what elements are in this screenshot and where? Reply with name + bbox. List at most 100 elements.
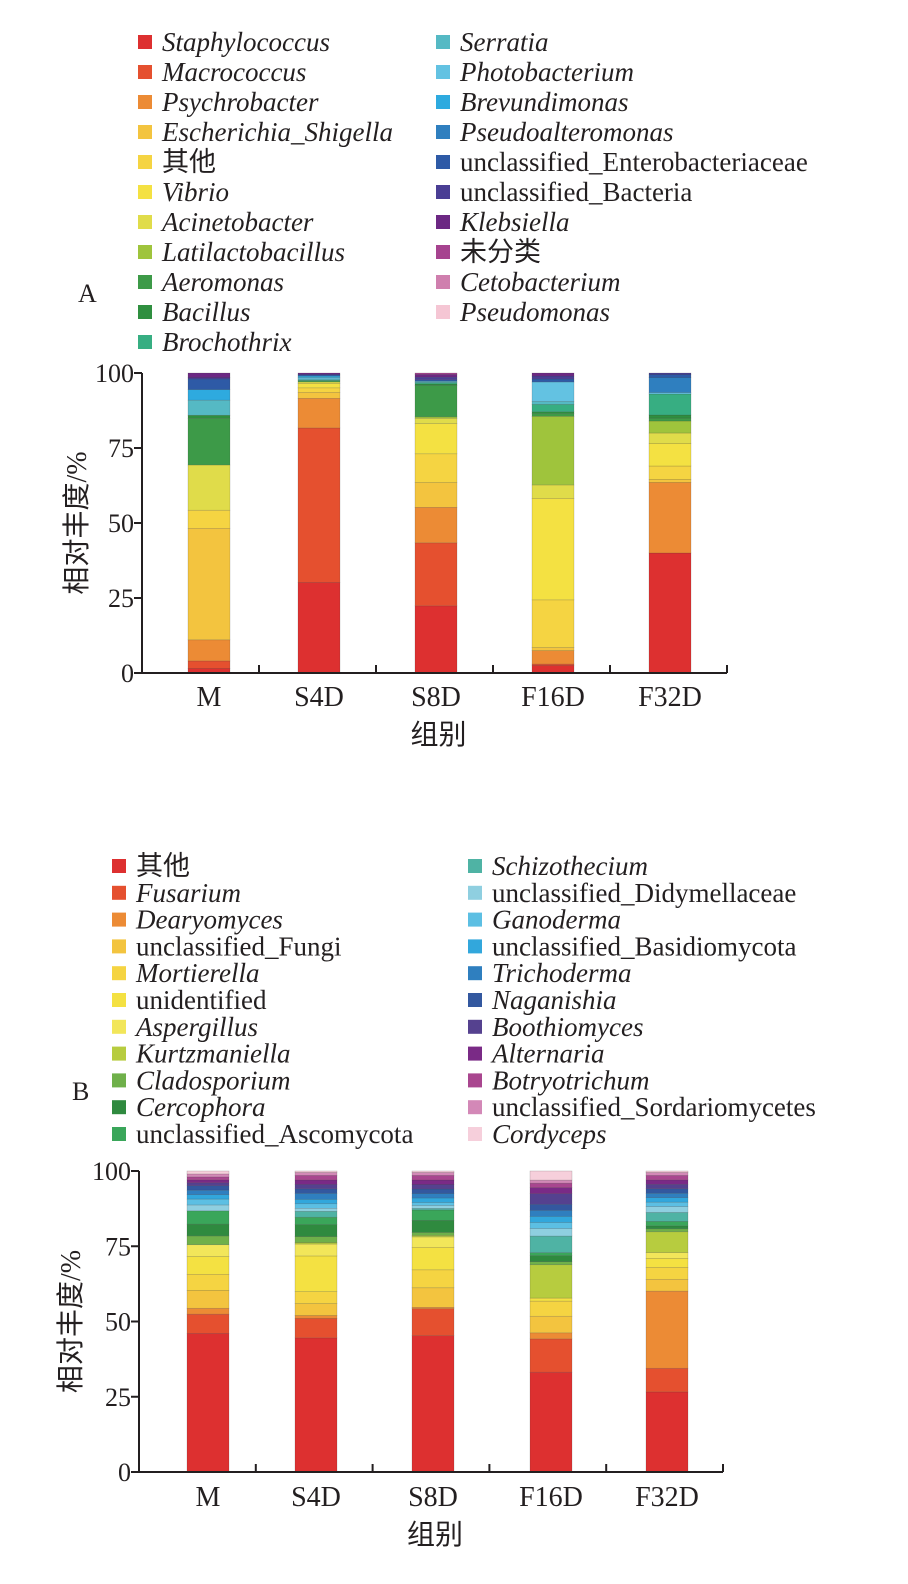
- chart-b-bar-segment: [645, 1206, 689, 1213]
- chart-a-bar-segment: [531, 650, 575, 665]
- chart-a-bar-segment: [297, 387, 341, 393]
- chart-a-bar-segment: [414, 374, 458, 378]
- chart-a-bar-segment: [187, 414, 231, 419]
- chart-a-bar-segment: [187, 660, 231, 669]
- chart-a-bar-segment: [648, 432, 692, 444]
- chart-b-bar-segment: [186, 1176, 230, 1181]
- chart-b-bar-segment: [645, 1252, 689, 1259]
- chart-b-bar-segment: [645, 1225, 689, 1230]
- chart-a-bar-segment: [648, 420, 692, 434]
- chart-b-legend-swatch: [112, 939, 126, 954]
- chart-b-bar-segment: [411, 1209, 455, 1221]
- chart-b-bar-segment: [294, 1188, 338, 1194]
- panel-a-label: A: [78, 279, 97, 308]
- chart-a-bar-segment: [648, 414, 692, 419]
- chart-b-bar-segment: [411, 1179, 455, 1185]
- chart-b-x-tick-label: F32D: [635, 1482, 699, 1513]
- chart-b-x-tick-label: M: [196, 1482, 221, 1513]
- chart-b-bar-segment: [411, 1287, 455, 1308]
- chart-a-legend-label: Bacillus: [162, 297, 251, 327]
- chart-b-legend-label: Dearyomyces: [135, 905, 283, 935]
- chart-b-bar-segment: [186, 1173, 230, 1178]
- chart-a-legend-label: Brochothrix: [162, 327, 291, 357]
- chart-a-bar-segment: [414, 542, 458, 607]
- chart-b-bar-segment: [411, 1247, 455, 1271]
- chart-a-bar-segment: [531, 372, 575, 377]
- chart-a-legend-label: unclassified_Bacteria: [460, 177, 692, 207]
- chart-b-bar-segment: [529, 1338, 573, 1373]
- chart-b-bar-segment: [411, 1170, 455, 1173]
- chart-a-legend-label: Macrococcus: [161, 57, 306, 87]
- chart-a-x-tick-label: M: [197, 682, 222, 713]
- chart-b-bar-segment: [529, 1371, 573, 1473]
- chart-b-bar-segment: [294, 1203, 338, 1209]
- chart-b-bar-segment: [645, 1221, 689, 1227]
- chart-a-bar-segment: [531, 381, 575, 402]
- chart-b-bar-segment: [186, 1198, 230, 1206]
- chart-a-legend: StaphylococcusMacrococcusPsychrobacterEs…: [138, 27, 808, 357]
- chart-a-bar-segment: [414, 605, 458, 674]
- chart-a-legend-label: Pseudoalteromonas: [459, 117, 673, 147]
- chart-b-legend-label: unclassified_Didymellaceae: [492, 878, 796, 908]
- chart-b-bar-segment: [529, 1235, 573, 1253]
- chart-a-legend-swatch: [138, 305, 152, 319]
- chart-b-bar-segment: [529, 1332, 573, 1340]
- chart-a-legend-swatch: [138, 35, 152, 49]
- chart-a-legend-swatch: [436, 95, 450, 109]
- chart-a-legend-label: Aeromonas: [160, 267, 284, 297]
- chart-b-legend-label: Mortierella: [135, 958, 259, 988]
- chart-b-bars: [186, 1170, 689, 1473]
- chart-b-bar-segment: [411, 1172, 455, 1176]
- chart-a-legend-label: Acinetobacter: [160, 207, 314, 237]
- chart-b-bar-segment: [645, 1184, 689, 1190]
- chart-b-bar-segment: [186, 1170, 230, 1175]
- chart-a-bar-segment: [297, 383, 341, 389]
- chart-b-legend-swatch: [468, 966, 482, 981]
- chart-a-legend-swatch: [138, 125, 152, 139]
- chart-a-legend-label: Escherichia_Shigella: [161, 117, 393, 147]
- chart-a-y-axis-title: 相对丰度/%: [61, 451, 93, 594]
- chart-b-y-tick-label: 0: [118, 1458, 131, 1487]
- chart-a-legend-swatch: [138, 335, 152, 349]
- chart-b-bar-segment: [529, 1261, 573, 1266]
- chart-b-bar-segment: [645, 1228, 689, 1233]
- chart-a-bar-segment: [531, 413, 575, 417]
- chart-a-legend-label: Klebsiella: [459, 207, 570, 237]
- chart-b-legend-label: Kurtzmaniella: [135, 1039, 291, 1069]
- chart-b-legend: 其他FusariumDearyomycesunclassified_FungiM…: [112, 851, 816, 1149]
- chart-b-legend-label: unclassified_Fungi: [136, 931, 341, 961]
- chart-a-bar-segment: [187, 464, 231, 511]
- chart-b-bar-segment: [411, 1188, 455, 1194]
- chart-b-bar-segment: [529, 1228, 573, 1237]
- chart-a-bar-segment: [531, 599, 575, 648]
- chart-b-bar-segment: [645, 1391, 689, 1473]
- chart-a-bar-segment: [187, 509, 231, 529]
- chart-a-bar-segment: [648, 482, 692, 554]
- chart-b-bar-segment: [645, 1172, 689, 1176]
- chart-b-legend-swatch: [468, 1073, 482, 1088]
- chart-b-legend-swatch: [112, 1019, 126, 1034]
- chart-a-bar-segment: [531, 484, 575, 499]
- chart-b-legend-swatch: [468, 912, 482, 927]
- chart-b-bar-segment: [529, 1264, 573, 1299]
- chart-b-bar-segment: [411, 1269, 455, 1289]
- chart-a-legend-swatch: [138, 185, 152, 199]
- chart-b-bar-segment: [294, 1184, 338, 1190]
- chart-b-bar-segment: [529, 1300, 573, 1317]
- chart-a-bar-segment: [297, 380, 341, 383]
- chart-b-bar-segment: [186, 1307, 230, 1315]
- chart-a-bar-segment: [187, 378, 231, 390]
- chart-b-legend-swatch: [112, 966, 126, 981]
- chart-a-bar-segment: [648, 417, 692, 422]
- chart-b-legend-swatch: [112, 1127, 126, 1141]
- chart-b-legend-swatch: [112, 1073, 126, 1088]
- chart-a-legend-label: 未分类: [460, 237, 541, 267]
- chart-b-y-tick-label: 75: [105, 1232, 131, 1261]
- chart-a-bar-segment: [187, 399, 231, 416]
- chart-b-bar-segment: [645, 1258, 689, 1268]
- chart-b-bar-segment: [186, 1290, 230, 1309]
- chart-a-legend-swatch: [436, 155, 450, 169]
- chart-b-bar-segment: [294, 1170, 338, 1173]
- chart-b-bar-segment: [186, 1204, 230, 1212]
- chart-b-legend-label: Cercophora: [136, 1092, 266, 1122]
